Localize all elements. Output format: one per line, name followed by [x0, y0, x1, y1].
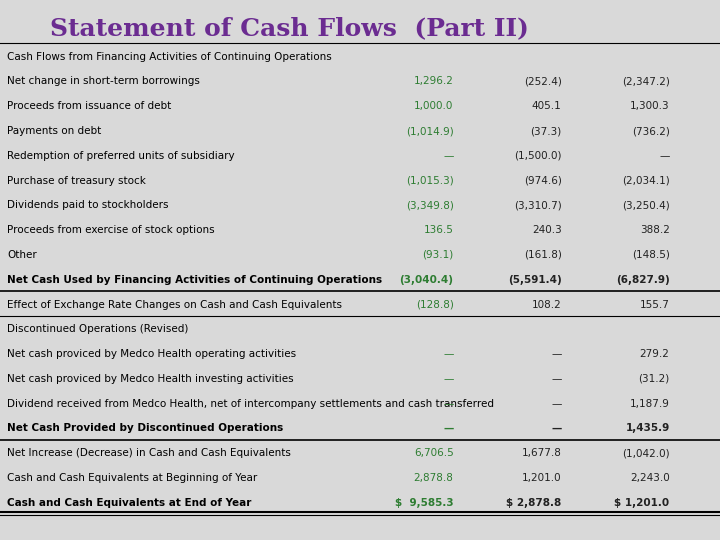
Text: 388.2: 388.2: [640, 225, 670, 235]
Text: Redemption of preferred units of subsidiary: Redemption of preferred units of subsidi…: [7, 151, 235, 161]
Text: (1,014.9): (1,014.9): [406, 126, 454, 136]
Text: 1,677.8: 1,677.8: [522, 448, 562, 458]
Text: —: —: [444, 399, 454, 409]
Text: $ 1,201.0: $ 1,201.0: [614, 498, 670, 508]
Text: 1,201.0: 1,201.0: [522, 473, 562, 483]
Text: Net Increase (Decrease) in Cash and Cash Equivalents: Net Increase (Decrease) in Cash and Cash…: [7, 448, 291, 458]
Text: (252.4): (252.4): [523, 77, 562, 86]
Text: Discontinued Operations (Revised): Discontinued Operations (Revised): [7, 325, 189, 334]
Text: 1,000.0: 1,000.0: [414, 102, 454, 111]
Text: Net cash proviced by Medco Health investing activities: Net cash proviced by Medco Health invest…: [7, 374, 294, 384]
Text: —: —: [552, 423, 562, 434]
Text: (3,310.7): (3,310.7): [514, 200, 562, 211]
Text: Purchase of treasury stock: Purchase of treasury stock: [7, 176, 146, 186]
Text: (5,591.4): (5,591.4): [508, 275, 562, 285]
Text: Cash Flows from Financing Activities of Continuing Operations: Cash Flows from Financing Activities of …: [7, 52, 332, 62]
Text: Net Cash Provided by Discontinued Operations: Net Cash Provided by Discontinued Operat…: [7, 423, 284, 434]
Text: (2,034.1): (2,034.1): [622, 176, 670, 186]
Text: —: —: [552, 399, 562, 409]
Text: Payments on debt: Payments on debt: [7, 126, 102, 136]
Text: 6,706.5: 6,706.5: [414, 448, 454, 458]
Text: (31.2): (31.2): [639, 374, 670, 384]
Text: (3,040.4): (3,040.4): [400, 275, 454, 285]
Text: 2,243.0: 2,243.0: [630, 473, 670, 483]
Text: (736.2): (736.2): [631, 126, 670, 136]
Text: Effect of Exchange Rate Changes on Cash and Cash Equivalents: Effect of Exchange Rate Changes on Cash …: [7, 300, 342, 309]
Text: (1,015.3): (1,015.3): [406, 176, 454, 186]
Text: (1,042.0): (1,042.0): [622, 448, 670, 458]
Text: 155.7: 155.7: [640, 300, 670, 309]
Text: (974.6): (974.6): [523, 176, 562, 186]
Text: —: —: [552, 349, 562, 359]
Text: Other: Other: [7, 250, 37, 260]
Text: 1,187.9: 1,187.9: [630, 399, 670, 409]
Text: —: —: [444, 374, 454, 384]
Text: —: —: [552, 374, 562, 384]
Text: Dividends paid to stockholders: Dividends paid to stockholders: [7, 200, 168, 211]
Text: $  9,585.3: $ 9,585.3: [395, 498, 454, 508]
Text: (6,827.9): (6,827.9): [616, 275, 670, 285]
Text: Dividend received from Medco Health, net of intercompany settlements and cash tr: Dividend received from Medco Health, net…: [7, 399, 494, 409]
Text: (1,500.0): (1,500.0): [514, 151, 562, 161]
Text: Proceeds from issuance of debt: Proceeds from issuance of debt: [7, 102, 171, 111]
Text: Net cash proviced by Medco Health operating activities: Net cash proviced by Medco Health operat…: [7, 349, 297, 359]
Text: 1,435.9: 1,435.9: [626, 423, 670, 434]
Text: (3,250.4): (3,250.4): [622, 200, 670, 211]
Text: (37.3): (37.3): [531, 126, 562, 136]
Text: 405.1: 405.1: [532, 102, 562, 111]
Text: Statement of Cash Flows  (Part II): Statement of Cash Flows (Part II): [50, 16, 529, 40]
Text: 240.3: 240.3: [532, 225, 562, 235]
Text: (128.8): (128.8): [415, 300, 454, 309]
Text: —: —: [660, 151, 670, 161]
Text: Proceeds from exercise of stock options: Proceeds from exercise of stock options: [7, 225, 215, 235]
Text: 136.5: 136.5: [424, 225, 454, 235]
Text: 108.2: 108.2: [532, 300, 562, 309]
Text: 1,296.2: 1,296.2: [414, 77, 454, 86]
Text: 279.2: 279.2: [640, 349, 670, 359]
Text: (161.8): (161.8): [523, 250, 562, 260]
Text: (93.1): (93.1): [423, 250, 454, 260]
Text: Cash and Cash Equivalents at Beginning of Year: Cash and Cash Equivalents at Beginning o…: [7, 473, 258, 483]
Text: Cash and Cash Equivalents at End of Year: Cash and Cash Equivalents at End of Year: [7, 498, 251, 508]
Text: $ 2,878.8: $ 2,878.8: [506, 498, 562, 508]
Text: 1,300.3: 1,300.3: [630, 102, 670, 111]
Text: —: —: [444, 349, 454, 359]
Text: —: —: [444, 423, 454, 434]
Text: 2,878.8: 2,878.8: [414, 473, 454, 483]
Text: Net change in short-term borrowings: Net change in short-term borrowings: [7, 77, 200, 86]
Text: Net Cash Used by Financing Activities of Continuing Operations: Net Cash Used by Financing Activities of…: [7, 275, 382, 285]
Text: (3,349.8): (3,349.8): [406, 200, 454, 211]
Text: —: —: [444, 151, 454, 161]
Text: (2,347.2): (2,347.2): [622, 77, 670, 86]
Text: (148.5): (148.5): [631, 250, 670, 260]
